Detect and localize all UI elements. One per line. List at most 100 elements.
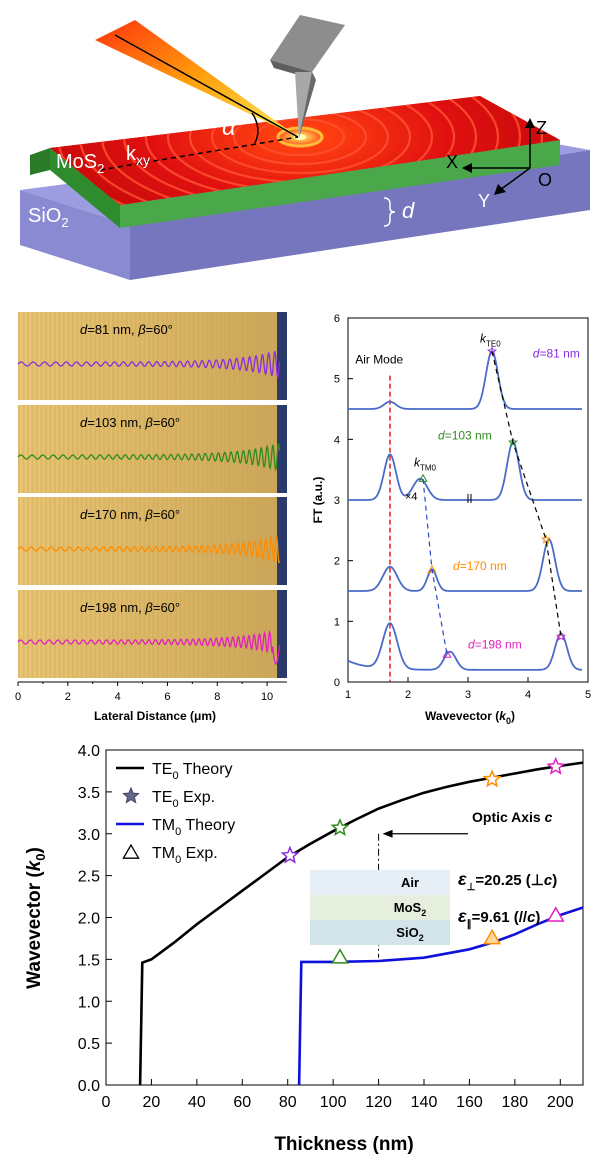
strip-fringe [62,497,65,585]
strip-label-dval: =198 nm, [87,600,145,615]
strip-fringe [143,405,146,493]
strip-fringe [53,497,56,585]
strip-fringe [188,312,191,400]
strip-fringe [165,590,168,678]
strip-label-betaval: =60° [153,600,180,615]
strip-fringe [188,590,191,678]
ft-series-curve [348,538,582,592]
ft-x-tick-label: 3 [465,689,471,701]
strip-bg [18,405,287,493]
ktm0-k: k [414,456,421,470]
strip-fringe [157,312,159,400]
strip-fringe [116,497,119,585]
eps-par-label-sub: ∥ [467,919,472,930]
ft-te-marker [507,437,519,447]
laser-beam [95,20,298,137]
sio2-label: SiO2 [28,205,69,230]
strip-fringe [219,405,222,493]
strip-fringe [130,590,133,678]
ft-series-curve [348,350,582,410]
ft-series-label-val: =81 nm [539,346,579,360]
strip-edge [277,312,287,400]
strip-fringe [44,312,47,400]
strip-fringe [35,590,38,678]
strip-fringe [107,405,110,493]
te-trend-line [491,351,562,637]
strip-fringe [170,312,173,400]
strip-fringe [44,497,47,585]
strip-fringe [85,590,88,678]
strip-fringe [71,312,74,400]
strip-fringe [242,312,245,400]
strip-label: d=198 nm, β=60° [80,600,180,615]
afm-tip [270,15,345,138]
legend-triangle [122,843,140,859]
strip-fringe [201,405,204,493]
ft-y-tick-label: 3 [334,495,340,507]
strips-x-ticks: 0 2 4 6 8 10 [15,682,273,703]
strip-fringe [53,590,56,678]
ft-y-tick-label: 4 [334,434,340,446]
strip-fringe [121,312,124,400]
strip-tick-label: 2 [65,691,71,703]
strip-fringe [157,405,159,493]
strip-fringe [174,312,177,400]
strip-fringe [125,405,128,493]
strip-fringe [125,497,128,585]
strip-fringe [22,312,25,400]
strip-fringe [121,497,124,585]
strip-fringe [134,312,137,400]
legend-label-main: TE [152,789,172,806]
legend-label-sub: 0 [175,826,181,838]
strips-x-label: Lateral Distance (μm) [94,709,216,723]
strip-fringe [224,497,227,585]
strip-fringe [89,312,92,400]
ft-series-label: d=81 nm [533,346,580,360]
alpha-arc [251,112,259,144]
strip-fringe [179,497,182,585]
strip-label-betaval: =60° [153,507,180,522]
strip-fringe [139,405,142,493]
strip-fringe [179,312,182,400]
sio2-side-face [130,150,590,280]
disp-y-tick-label: 2.0 [78,911,100,928]
strip-fringe [206,405,209,493]
ft-series-label: d=103 nm [438,428,492,442]
strip-fringe [134,497,137,585]
strip-fringe [237,405,240,493]
strip-fringe [148,497,150,585]
strip-fringe [112,312,115,400]
disp-x-tick-label: 140 [411,1094,438,1111]
kxy-projection [99,136,299,171]
z-arrowhead [525,118,535,128]
strip-fringe [206,497,209,585]
strip-fringe [161,405,164,493]
inset-layer [310,895,450,920]
disp-y-tick-label: 1.5 [78,952,100,969]
disp-x-tick-label: 80 [279,1094,297,1111]
schematic: k0 kxy α MoS2 SiO2 d X Y Z O [20,15,590,280]
ft-x-label: Wavevector (k0) [425,709,515,726]
strip-tick-label: 0 [15,691,21,703]
inset-layer-name: Air [401,875,419,890]
strip-fringe [143,312,146,400]
ft-te-marker [556,631,566,641]
strip-fringe [165,312,168,400]
strip-fringe [107,590,110,678]
strip-fringe [139,590,142,678]
strip-fringe [98,590,101,678]
strip-fringe [273,312,276,400]
eps-perp-label-c: c [544,872,553,889]
strip-fringe [192,497,195,585]
strip-fringe [27,312,29,400]
legend-label-main: TM [152,817,175,834]
strip-fringe [85,497,88,585]
strip-fringe [224,590,227,678]
strip-label-beta: β [137,322,146,337]
inset-layer-sub: 2 [421,908,426,918]
strip-edge [277,497,287,585]
strip-fringe [85,405,88,493]
strip-fringe [31,590,34,678]
sio2-front-face [20,190,130,280]
kte0-k: k [480,331,487,345]
